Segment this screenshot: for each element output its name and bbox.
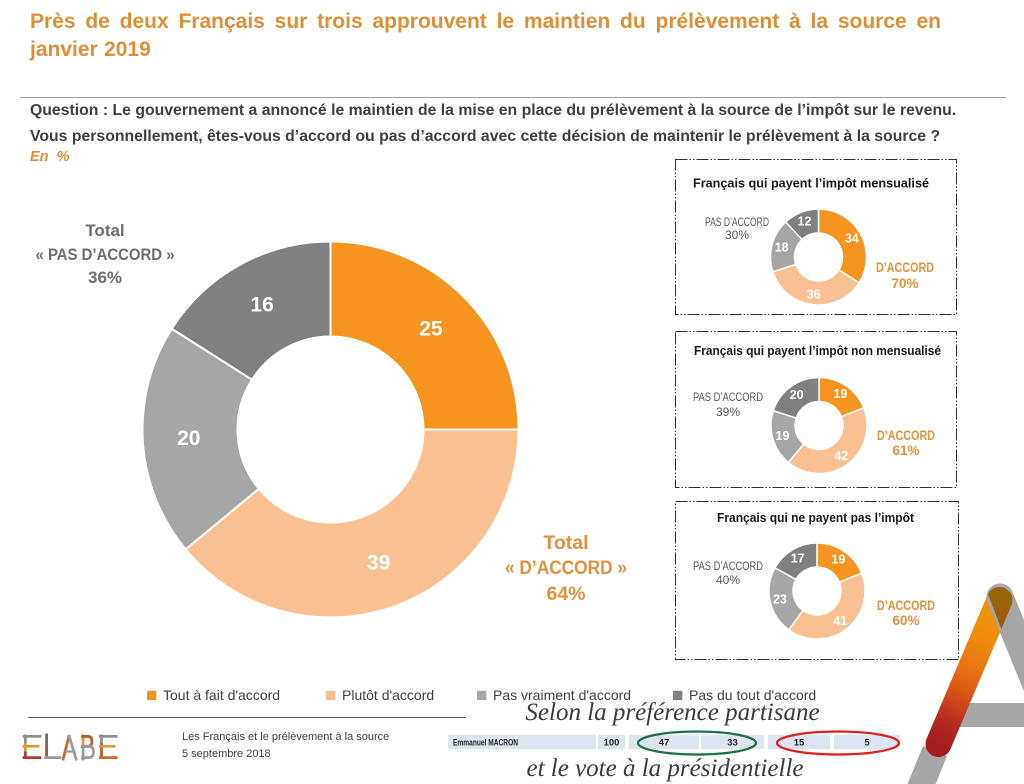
svg-text:20: 20 — [177, 427, 200, 450]
svg-text:15: 15 — [794, 738, 805, 749]
svg-text:100: 100 — [604, 738, 620, 749]
svg-text:17: 17 — [791, 551, 805, 565]
svg-text:D’ACCORD: D’ACCORD — [877, 428, 935, 443]
svg-text:Plutôt d'accord: Plutôt d'accord — [342, 687, 434, 703]
svg-text:16: 16 — [250, 294, 273, 317]
svg-text:« D’ACCORD »: « D’ACCORD » — [505, 557, 627, 579]
svg-text:39: 39 — [367, 552, 390, 575]
svg-text:Emmanuel MACRON: Emmanuel MACRON — [453, 738, 518, 748]
svg-text:PAS D’ACCORD: PAS D’ACCORD — [693, 392, 763, 404]
svg-text:PAS D’ACCORD: PAS D’ACCORD — [705, 217, 769, 229]
svg-text:25: 25 — [419, 318, 443, 341]
svg-text:12: 12 — [798, 215, 812, 229]
svg-text:70%: 70% — [891, 276, 918, 291]
svg-text:Total: Total — [85, 221, 124, 240]
svg-text:39%: 39% — [716, 405, 740, 419]
svg-text:« PAS D’ACCORD »: « PAS D’ACCORD » — [36, 245, 175, 264]
svg-text:Français qui payent l’impôt me: Français qui payent l’impôt mensualisé — [693, 176, 929, 191]
svg-text:20: 20 — [790, 388, 804, 402]
svg-text:34: 34 — [845, 232, 859, 246]
svg-text:Pas vraiment d'accord: Pas vraiment d'accord — [493, 687, 631, 703]
svg-text:Français qui payent l’impôt no: Français qui payent l’impôt non mensuali… — [694, 343, 941, 358]
svg-text:64%: 64% — [546, 583, 585, 605]
svg-text:30%: 30% — [725, 228, 749, 242]
svg-text:19: 19 — [776, 429, 790, 443]
svg-text:40%: 40% — [716, 573, 740, 587]
svg-text:23: 23 — [773, 592, 787, 606]
svg-text:Français qui ne payent pas l’i: Français qui ne payent pas l’impôt — [717, 510, 915, 525]
svg-text:61%: 61% — [892, 443, 919, 458]
svg-text:42: 42 — [834, 449, 848, 463]
svg-text:33: 33 — [727, 738, 738, 749]
svg-text:Pas du tout d'accord: Pas du tout d'accord — [689, 687, 816, 703]
svg-text:47: 47 — [659, 738, 670, 749]
svg-text:Tout à fait d'accord: Tout à fait d'accord — [163, 687, 280, 703]
svg-text:36%: 36% — [88, 268, 122, 287]
svg-text:D’ACCORD: D’ACCORD — [877, 598, 935, 613]
svg-text:60%: 60% — [892, 613, 919, 628]
svg-text:19: 19 — [831, 553, 845, 567]
svg-text:D’ACCORD: D’ACCORD — [876, 260, 934, 275]
svg-text:Total: Total — [543, 532, 588, 554]
svg-text:36: 36 — [807, 288, 821, 302]
svg-text:41: 41 — [833, 614, 847, 628]
svg-text:18: 18 — [775, 241, 789, 255]
svg-text:5: 5 — [864, 738, 870, 749]
svg-text:19: 19 — [833, 387, 847, 401]
svg-text:PAS D’ACCORD: PAS D’ACCORD — [693, 561, 763, 573]
